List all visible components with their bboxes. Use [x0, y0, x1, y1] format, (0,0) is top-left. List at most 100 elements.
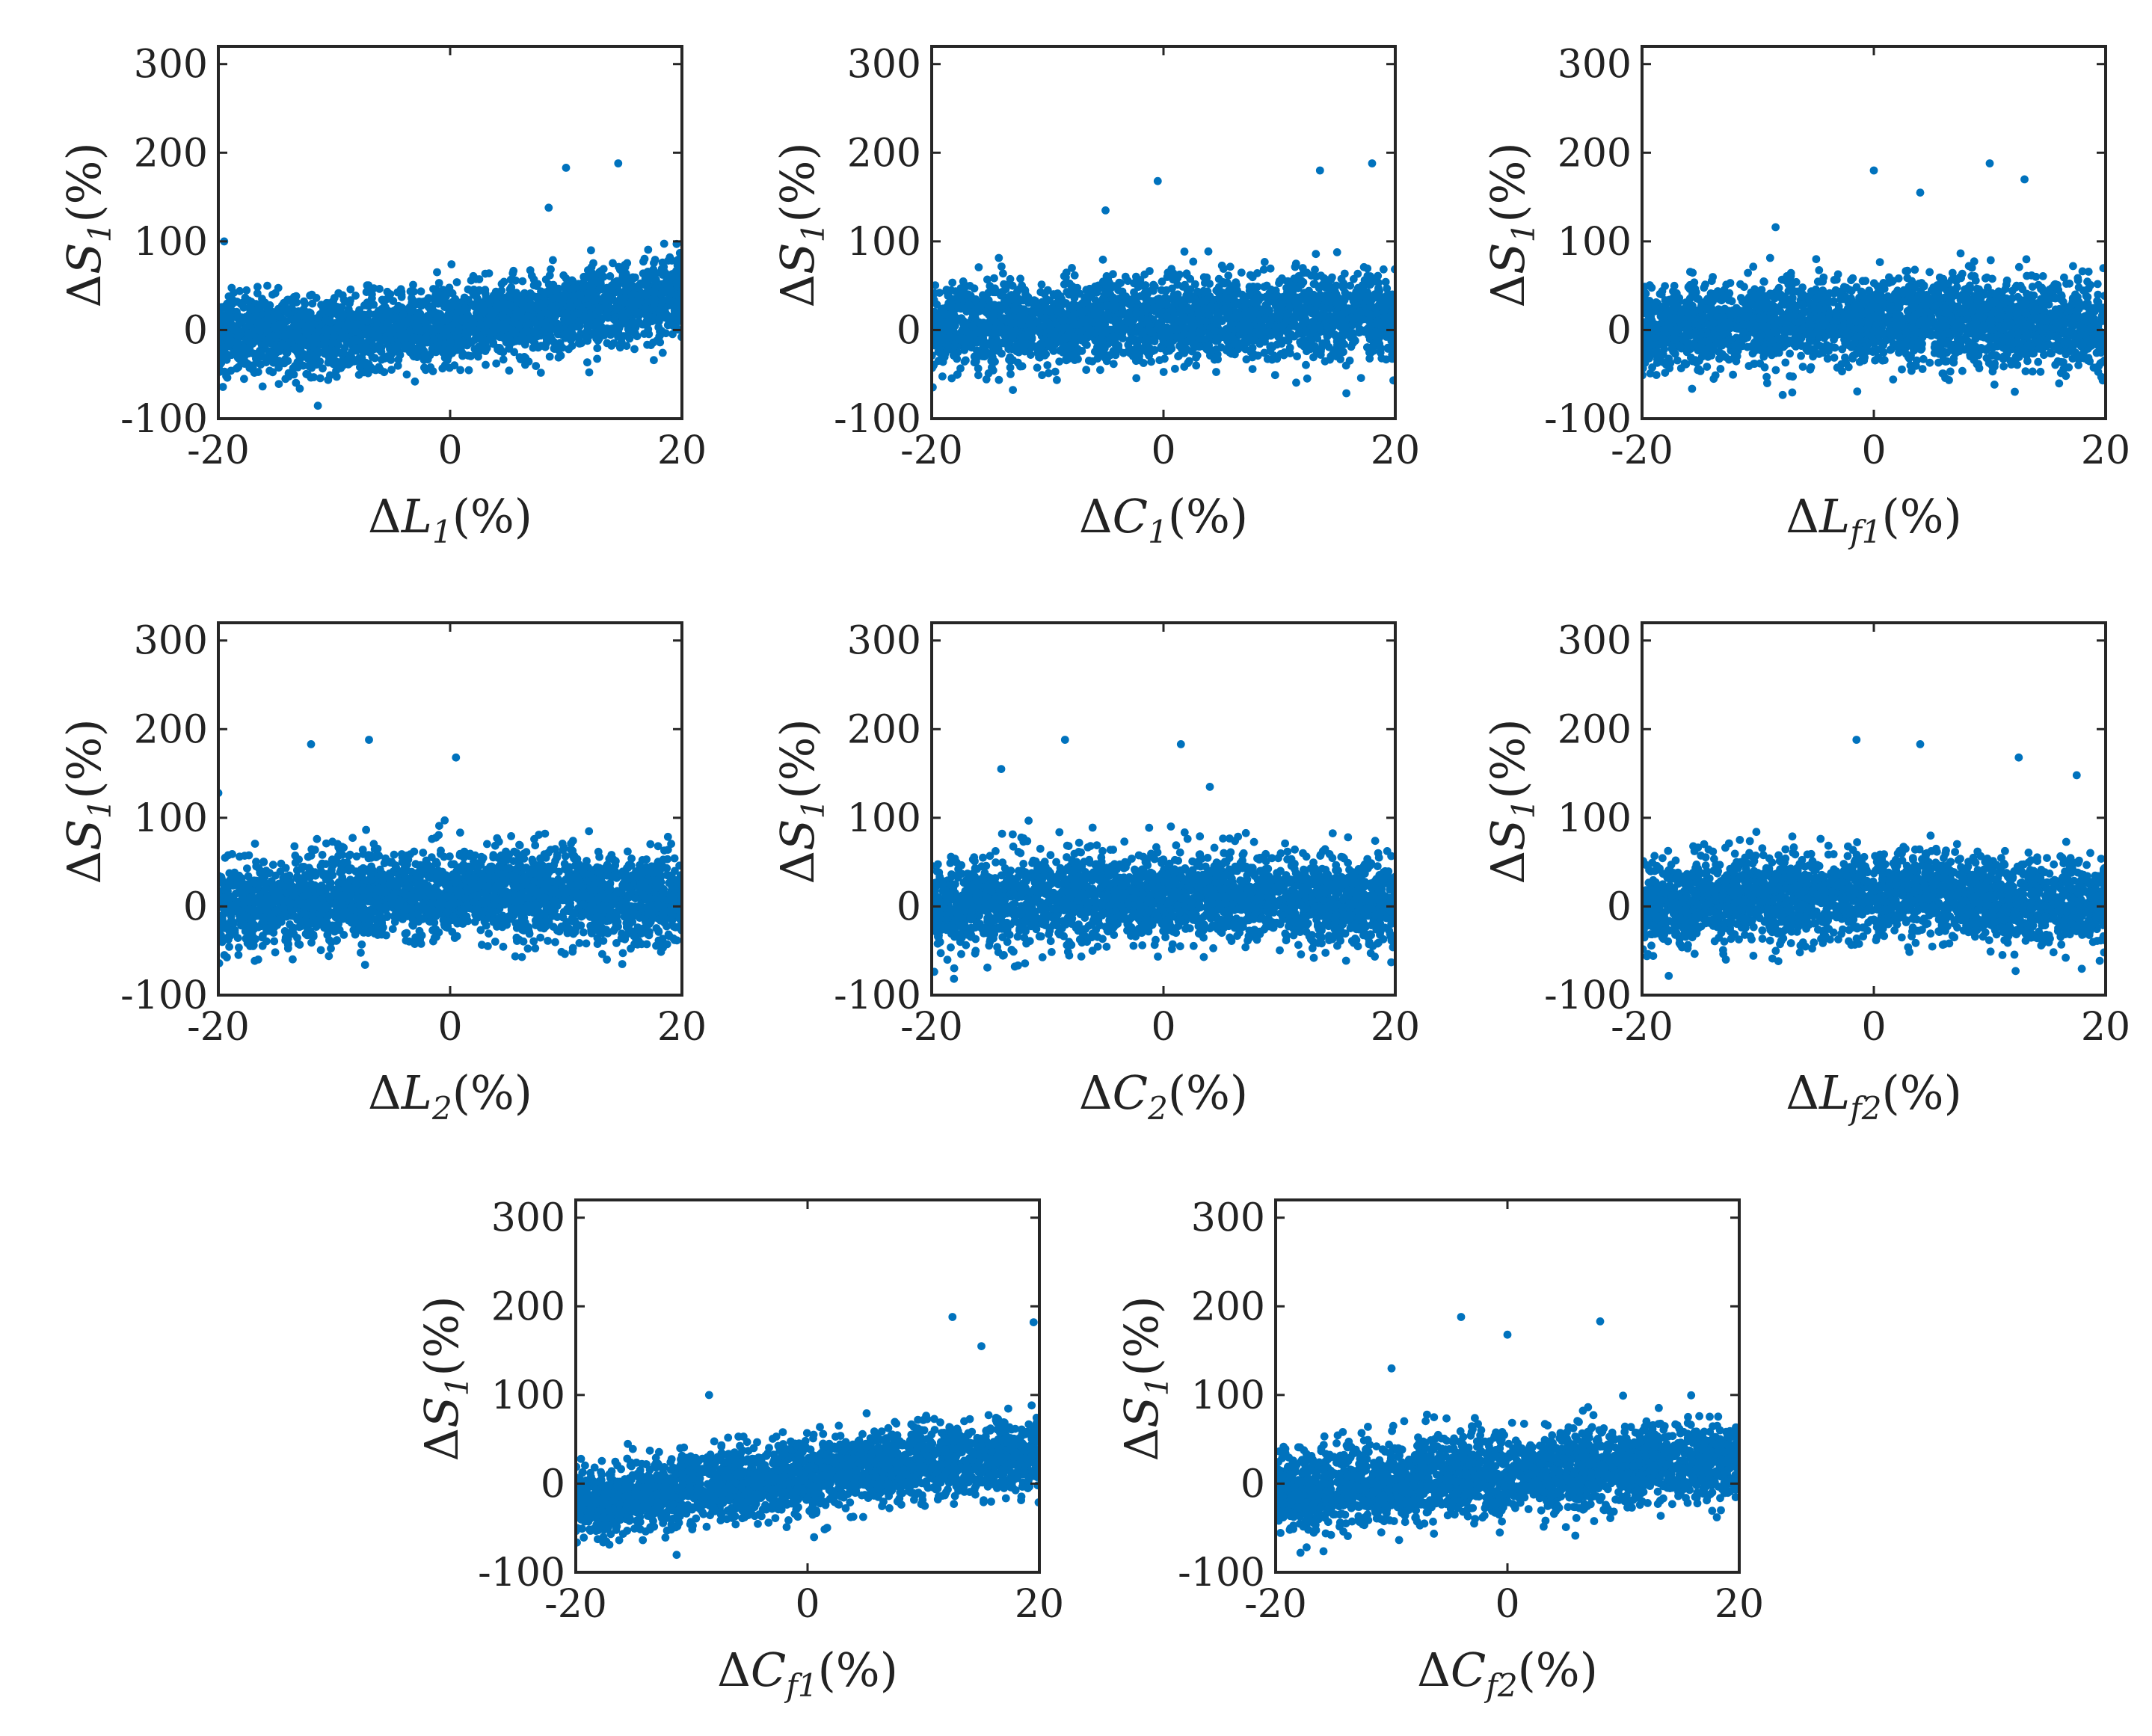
- data-point: [1339, 348, 1347, 357]
- data-point: [480, 307, 488, 316]
- data-point: [274, 306, 283, 315]
- data-point: [974, 263, 983, 271]
- data-point: [1324, 342, 1333, 351]
- data-point: [1145, 351, 1153, 360]
- data-point: [988, 363, 996, 372]
- data-point: [351, 327, 360, 336]
- y-axis-label-unit: (%): [57, 142, 111, 222]
- data-point: [1248, 298, 1256, 307]
- data-point: [1201, 335, 1210, 343]
- data-point: [1112, 346, 1121, 355]
- data-point: [352, 321, 361, 329]
- data-point: [319, 364, 327, 373]
- data-point: [656, 330, 665, 339]
- data-point: [536, 312, 545, 320]
- data-point: [402, 370, 411, 379]
- data-point: [1193, 351, 1202, 360]
- data-point: [1159, 368, 1168, 376]
- data-point: [1312, 272, 1321, 281]
- data-point: [316, 310, 325, 318]
- data-point: [1266, 264, 1275, 273]
- data-point: [1303, 374, 1312, 383]
- x-axis-label-variable: L: [401, 489, 432, 544]
- data-point: [271, 349, 279, 358]
- data-point: [472, 292, 481, 301]
- data-point: [623, 309, 632, 317]
- data-point: [562, 330, 571, 338]
- data-point: [384, 307, 393, 316]
- data-point: [452, 313, 461, 322]
- data-point: [593, 344, 602, 353]
- data-point: [532, 318, 540, 327]
- data-point: [1008, 281, 1017, 290]
- data-point: [585, 368, 594, 377]
- data-point: [392, 313, 401, 322]
- data-point: [1171, 324, 1180, 333]
- data-point: [1365, 316, 1374, 325]
- data-point: [261, 340, 270, 348]
- data-point: [1226, 348, 1234, 357]
- data-point: [639, 269, 648, 278]
- data-point: [641, 304, 650, 313]
- data-point: [329, 350, 338, 359]
- data-point: [520, 353, 529, 361]
- data-point: [330, 333, 339, 341]
- y-tick-label: 300: [134, 43, 208, 87]
- data-point: [1123, 277, 1132, 286]
- data-point: [502, 324, 511, 332]
- data-point: [290, 345, 298, 354]
- x-tick-label: 20: [657, 428, 707, 473]
- data-point: [325, 326, 334, 335]
- data-point: [1134, 283, 1143, 292]
- data-point: [293, 324, 302, 333]
- data-point: [574, 309, 583, 318]
- data-point: [1207, 346, 1216, 355]
- data-point: [625, 319, 633, 328]
- data-point: [1270, 351, 1279, 360]
- data-point: [1147, 357, 1155, 366]
- y-axis-label-delta: Δ: [57, 274, 111, 308]
- data-point: [660, 239, 668, 248]
- data-point: [447, 260, 456, 268]
- data-point: [224, 301, 233, 310]
- data-point: [1260, 258, 1269, 266]
- data-point: [1220, 279, 1229, 288]
- data-point: [305, 362, 314, 371]
- data-point: [431, 285, 440, 294]
- data-point: [501, 306, 510, 315]
- data-point: [1248, 365, 1257, 373]
- data-point: [268, 315, 277, 324]
- data-point: [469, 271, 478, 280]
- data-point: [505, 342, 514, 350]
- data-point: [438, 364, 447, 373]
- data-point: [434, 346, 443, 354]
- data-point: [1346, 281, 1355, 290]
- data-point: [1292, 378, 1300, 387]
- data-point: [313, 401, 322, 410]
- data-point: [523, 304, 532, 313]
- data-point: [308, 299, 317, 308]
- data-point: [1232, 289, 1241, 298]
- data-point: [334, 289, 343, 298]
- data-point: [508, 269, 517, 277]
- data-point: [464, 285, 473, 294]
- data-point: [351, 292, 360, 300]
- data-point: [251, 336, 260, 345]
- data-point: [587, 246, 595, 255]
- data-point: [547, 265, 555, 274]
- data-point: [994, 253, 1003, 262]
- data-point: [1283, 277, 1292, 286]
- data-point: [337, 303, 346, 311]
- data-point: [1246, 271, 1255, 280]
- data-point: [355, 344, 363, 352]
- data-point: [642, 291, 651, 300]
- data-point: [1339, 331, 1347, 340]
- data-point: [274, 313, 283, 321]
- data-point: [667, 289, 676, 298]
- data-point: [974, 371, 983, 380]
- data-point: [1041, 351, 1049, 360]
- data-point: [1136, 276, 1145, 284]
- data-point: [601, 296, 609, 305]
- data-point: [1098, 295, 1107, 303]
- data-point: [444, 315, 452, 323]
